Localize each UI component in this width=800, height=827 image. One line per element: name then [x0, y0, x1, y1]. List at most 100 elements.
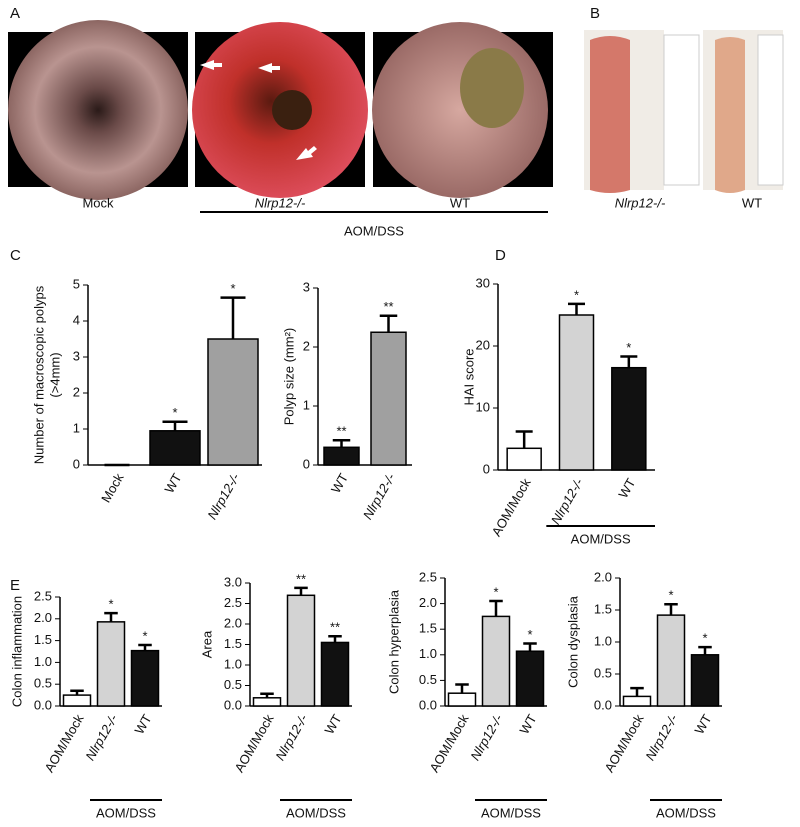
significance-label: * — [172, 405, 177, 420]
tissue — [590, 36, 630, 193]
group-label: AOM/DSS — [481, 805, 541, 820]
bar — [252, 697, 282, 707]
error-bar — [332, 438, 351, 448]
error-bar — [70, 689, 84, 696]
significance-label: ** — [383, 299, 393, 314]
y-tick-label: 1 — [303, 397, 310, 412]
panel-letter: E — [10, 577, 20, 594]
y-tick-label: 3 — [73, 348, 80, 363]
error-bar — [162, 420, 188, 431]
endoscopy-photo — [8, 20, 188, 200]
y-axis-label: Colon hyperplasia — [386, 589, 401, 694]
y-tick-label: 2.0 — [594, 569, 612, 584]
y-tick-label: 2 — [73, 384, 80, 399]
bar — [323, 446, 360, 466]
y-tick-label: 2.0 — [419, 595, 437, 610]
y-tick-label: 3 — [303, 279, 310, 294]
error-bar — [620, 355, 638, 368]
arrow — [296, 146, 317, 160]
error-bar — [698, 645, 712, 655]
y-tick-label: 0 — [73, 456, 80, 471]
x-tick-label: WT — [516, 712, 539, 737]
group-label: AOM/DSS — [286, 805, 346, 820]
x-tick-label: WT — [615, 476, 638, 501]
y-tick-label: 0.0 — [224, 697, 242, 712]
x-tick-label: Nlrp12-/- — [642, 711, 681, 763]
significance-label: ** — [336, 424, 346, 439]
y-tick-label: 0.5 — [34, 676, 52, 691]
arrow — [200, 60, 222, 70]
error-bar — [455, 683, 469, 694]
bar — [370, 331, 407, 466]
error-bar — [523, 642, 537, 652]
photo-caption: Mock — [82, 195, 114, 210]
group-label: AOM/DSS — [571, 531, 631, 546]
bar — [149, 430, 201, 466]
error-bar — [489, 599, 503, 617]
significance-label: * — [527, 627, 532, 642]
panel-letter: A — [10, 5, 20, 22]
ruler — [663, 34, 700, 186]
y-tick-label: 0.0 — [419, 697, 437, 712]
y-axis-label: HAI score — [461, 348, 476, 405]
error-bar — [630, 686, 644, 697]
y-axis-label: Number of macroscopic polyps — [31, 285, 46, 464]
photo-caption: Nlrp12-/- — [615, 195, 666, 210]
bar — [515, 650, 545, 707]
y-tick-label: 20 — [476, 337, 490, 352]
bar — [506, 447, 542, 471]
bar — [622, 695, 652, 707]
y-tick-label: 2.5 — [224, 595, 242, 610]
y-axis-label: (>4mm) — [47, 352, 62, 397]
y-tick-label: 0.0 — [594, 697, 612, 712]
x-tick-label: WT — [161, 471, 184, 496]
photo-caption: WT — [450, 195, 470, 210]
y-axis-label: Polyp size (mm²) — [281, 328, 296, 426]
y-tick-label: 0.0 — [34, 697, 52, 712]
group-label: AOM/DSS — [344, 223, 404, 238]
x-tick-label: Nlrp12-/- — [272, 711, 311, 763]
group-label: AOM/DSS — [96, 805, 156, 820]
error-bar — [515, 430, 533, 449]
significance-label: * — [626, 340, 631, 355]
y-tick-label: 0.5 — [224, 677, 242, 692]
significance-label: * — [668, 588, 673, 603]
bar — [130, 649, 160, 707]
y-tick-label: 0.5 — [594, 665, 612, 680]
group-label: AOM/DSS — [656, 805, 716, 820]
bar — [62, 694, 92, 707]
bar — [481, 615, 511, 707]
y-tick-label: 1.5 — [419, 621, 437, 636]
x-tick-label: AOM/Mock — [489, 475, 534, 539]
significance-label: * — [142, 628, 147, 643]
y-tick-label: 1.0 — [34, 654, 52, 669]
photo-caption: WT — [742, 195, 762, 210]
significance-label: ** — [330, 620, 340, 635]
y-tick-label: 2.5 — [34, 588, 52, 603]
bar — [96, 621, 126, 707]
x-tick-label: Nlrp12-/- — [204, 470, 243, 522]
error-bar — [138, 643, 152, 651]
y-tick-label: 1.5 — [34, 632, 52, 647]
polyp — [460, 48, 524, 128]
x-tick-label: WT — [328, 471, 351, 496]
significance-label: * — [702, 631, 707, 646]
y-tick-label: 1.0 — [594, 633, 612, 648]
x-tick-label: AOM/Mock — [231, 711, 276, 775]
x-tick-label: AOM/Mock — [426, 711, 471, 775]
y-axis-label: Colon dysplasia — [565, 595, 580, 688]
tissue — [715, 37, 745, 193]
error-bar — [328, 635, 342, 643]
y-tick-label: 30 — [476, 275, 490, 290]
y-tick-label: 3.0 — [224, 574, 242, 589]
panel-letter: D — [495, 247, 506, 264]
bar — [558, 314, 595, 471]
y-tick-label: 2.0 — [224, 615, 242, 630]
x-tick-label: AOM/Mock — [601, 711, 646, 775]
significance-label: * — [574, 287, 579, 302]
y-tick-label: 1 — [73, 420, 80, 435]
bar — [447, 692, 477, 707]
x-tick-label: Nlrp12-/- — [548, 475, 587, 527]
x-tick-label: Mock — [98, 470, 127, 505]
